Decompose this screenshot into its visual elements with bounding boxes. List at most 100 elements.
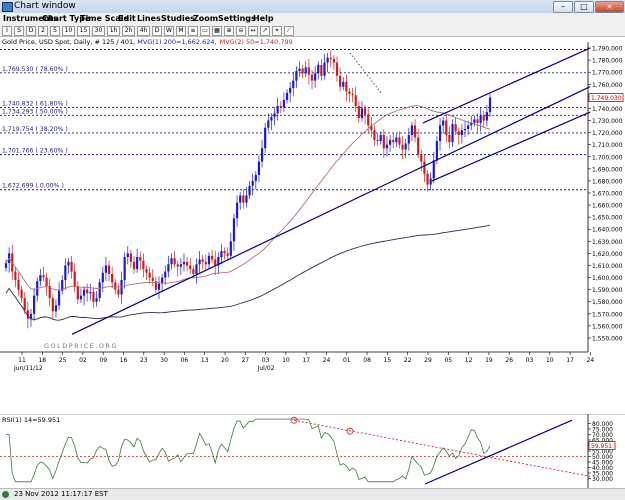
x-tick-label: 12	[465, 357, 473, 364]
candle-body	[257, 161, 261, 175]
toolbar-button-17[interactable]: ⊕	[224, 26, 234, 36]
menu-time-scale[interactable]: Time Scale	[80, 14, 129, 23]
x-tick-label: 24	[323, 357, 331, 364]
price-chart[interactable]: Gold Price, USD Spot, Daily, # 125 / 401…	[0, 36, 625, 414]
candle-body	[70, 261, 73, 272]
toolbar-button-4[interactable]: 5	[50, 26, 60, 36]
menu-settings[interactable]: Settings	[218, 14, 256, 23]
candle-body	[157, 283, 161, 290]
candle-body	[45, 277, 48, 287]
toolbar-button-5[interactable]: 10	[62, 26, 75, 36]
candle-body	[220, 250, 223, 258]
candle-body	[73, 271, 76, 287]
candle-body	[54, 305, 58, 312]
minimize-button[interactable]: –	[553, 1, 573, 13]
candle-body	[379, 135, 382, 142]
toolbar-button-1[interactable]: S	[14, 26, 24, 36]
candle-body	[323, 62, 326, 76]
title-bar[interactable]: Chart window – □ ×	[0, 0, 625, 14]
ma200-line	[5, 224, 491, 321]
candle-body	[79, 295, 83, 300]
candle-body	[23, 298, 26, 311]
toolbar-button-8[interactable]: 1h	[107, 26, 120, 36]
x-tick-label: 29	[424, 357, 432, 364]
ma50-line	[5, 105, 491, 291]
candle-body	[301, 68, 304, 74]
menu-instruments[interactable]: Instruments	[3, 14, 58, 23]
y-tick-label: 1,700,000	[592, 154, 623, 161]
close-button[interactable]: ×	[595, 1, 624, 13]
toolbar-button-12[interactable]: W	[164, 26, 174, 36]
x-tick-label: 01	[343, 357, 351, 364]
toolbar-button-9[interactable]: 2h	[122, 26, 135, 36]
candle-body	[170, 258, 173, 265]
menu-chart-type[interactable]: Chart Type	[42, 14, 91, 23]
maximize-button[interactable]: □	[574, 1, 594, 13]
candle-body	[432, 160, 435, 179]
rsi-chart[interactable]: RSI(1) 14=59.951 30.00035.00040.00045.000…	[0, 414, 625, 488]
toolbar-button-0[interactable]: I	[2, 26, 12, 36]
candle-body	[354, 95, 357, 107]
toolbar-button-20[interactable]: ↗	[260, 26, 270, 36]
ma200-info: MVG(1) 200=1,662.624,	[137, 38, 216, 46]
toolbar-button-21[interactable]: ⌖	[272, 26, 282, 36]
toolbar-button-18[interactable]: ⊖	[236, 26, 246, 36]
trend-line-lower	[71, 86, 591, 335]
menu-edit[interactable]: Edit	[118, 14, 136, 23]
candle-body	[329, 57, 332, 59]
menu-studies[interactable]: Studies	[161, 14, 195, 23]
candle-body	[132, 261, 136, 270]
candle-body	[370, 125, 373, 131]
toolbar-button-15[interactable]: ▭	[200, 26, 210, 36]
candle-body	[164, 271, 167, 278]
rsi-trend-line	[293, 419, 591, 477]
toolbar-button-11[interactable]: D	[152, 26, 162, 36]
candle-body	[345, 81, 348, 92]
candle-body	[223, 250, 226, 254]
candle-body	[148, 272, 151, 278]
x-tick-label: 30	[160, 357, 168, 364]
candle-body	[139, 257, 142, 261]
rsi-tick-label: 40.000	[592, 465, 613, 472]
toolbar-button-16[interactable]: ▦	[212, 26, 222, 36]
y-tick-label: 1,590,000	[592, 287, 623, 294]
candle-body	[332, 58, 335, 63]
candle-body	[242, 195, 245, 203]
candle-body	[282, 99, 286, 108]
toolbar-button-14[interactable]: ≡	[188, 26, 198, 36]
status-timestamp: 23 Nov 2012 11:17:17 EST	[14, 490, 108, 498]
toolbar-button-6[interactable]: 15	[77, 26, 90, 36]
y-tick-label: 1,670,000	[592, 191, 623, 198]
toolbar-button-22[interactable]: ⟋	[284, 26, 294, 36]
x-tick-label: 24	[587, 357, 595, 364]
candle-body	[98, 282, 101, 299]
toolbar-button-13[interactable]: M	[176, 26, 186, 36]
rsi-tick-label: 55.000	[592, 448, 613, 455]
toolbar: I S D 2 5 10 15 30 1h 2h 4h D W M ≡ ▭ ▦ ⊕ ⊖ ↔ ↗ ⌖ ⟋	[0, 25, 625, 37]
candle-body	[367, 114, 370, 126]
fib-level-label: 1,734.293 ( 50.00% )	[2, 108, 68, 115]
candle-body	[111, 273, 114, 283]
menu-zoom[interactable]: Zoom	[193, 14, 219, 23]
toolbar-button-10[interactable]: 4h	[137, 26, 150, 36]
fib-level-label: 1,672.699 ( 0.00% )	[2, 183, 64, 190]
x-tick-label: 11	[18, 357, 26, 364]
rsi-value-label: 59.951	[591, 443, 612, 450]
toolbar-button-3[interactable]: 2	[38, 26, 48, 36]
candle-body	[114, 282, 117, 290]
candle-body	[267, 120, 270, 128]
candle-body	[86, 289, 89, 294]
candle-body	[173, 258, 176, 265]
menu-lines[interactable]: Lines	[137, 14, 161, 23]
candle-body	[182, 261, 186, 265]
toolbar-button-19[interactable]: ↔	[248, 26, 258, 36]
menu-help[interactable]: Help	[253, 14, 274, 23]
toolbar-button-7[interactable]: 30	[92, 26, 105, 36]
candle-body	[435, 141, 439, 161]
candle-body	[264, 127, 267, 149]
window-title: Chart window	[14, 1, 76, 11]
candle-body	[404, 143, 407, 150]
candle-body	[295, 70, 298, 81]
toolbar-button-2[interactable]: D	[26, 26, 36, 36]
